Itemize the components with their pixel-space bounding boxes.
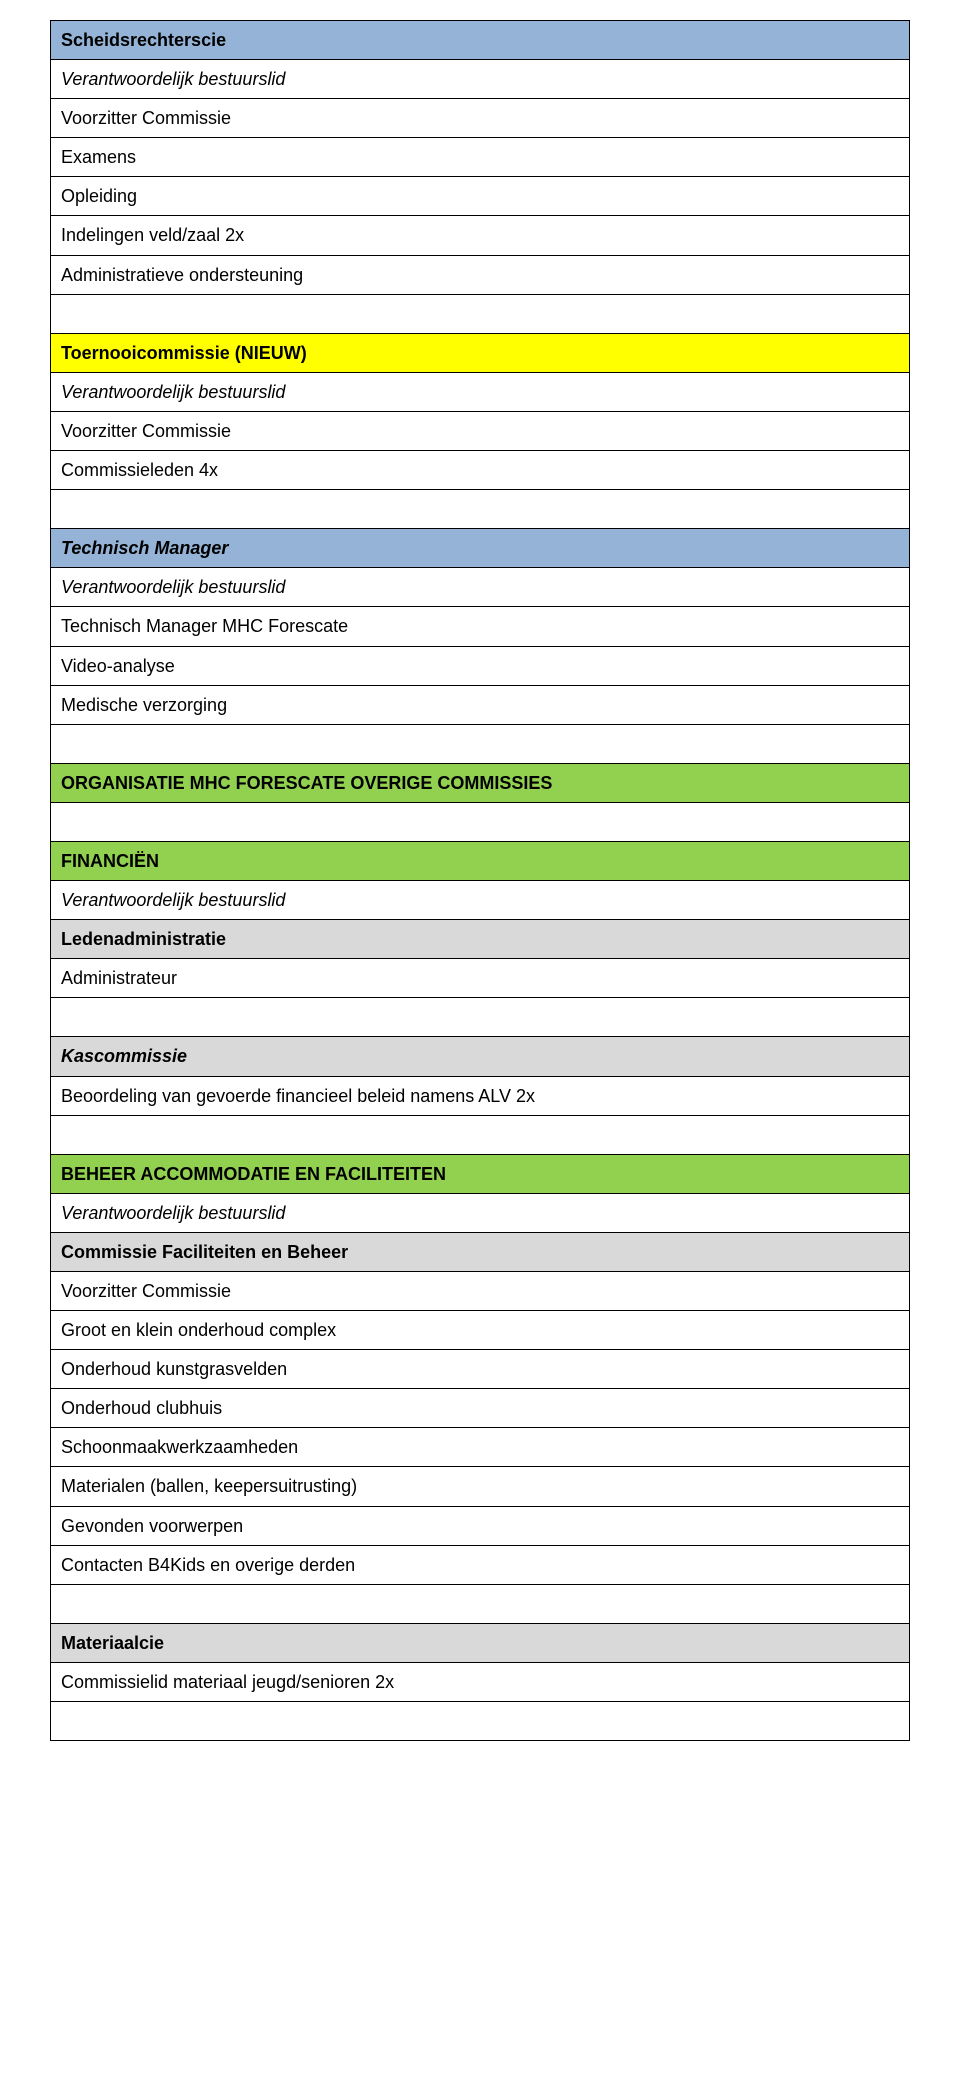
table-cell <box>51 998 910 1037</box>
table-cell: Indelingen veld/zaal 2x <box>51 216 910 255</box>
table-cell: Ledenadministratie <box>51 920 910 959</box>
table-cell: Opleiding <box>51 177 910 216</box>
table-cell <box>51 490 910 529</box>
table-row: Administratieve ondersteuning <box>51 255 910 294</box>
table-cell: Gevonden voorwerpen <box>51 1506 910 1545</box>
table-cell: ORGANISATIE MHC FORESCATE OVERIGE COMMIS… <box>51 763 910 802</box>
table-row: Technisch Manager <box>51 529 910 568</box>
table-cell: BEHEER ACCOMMODATIE EN FACILITEITEN <box>51 1154 910 1193</box>
table-row: Kascommissie <box>51 1037 910 1076</box>
table-cell: Verantwoordelijk bestuurslid <box>51 1193 910 1232</box>
table-row <box>51 724 910 763</box>
table-cell: Administratieve ondersteuning <box>51 255 910 294</box>
table-cell: Kascommissie <box>51 1037 910 1076</box>
table-cell: Verantwoordelijk bestuurslid <box>51 372 910 411</box>
table-cell: Administrateur <box>51 959 910 998</box>
table-row: Groot en klein onderhoud complex <box>51 1311 910 1350</box>
table-cell: Onderhoud clubhuis <box>51 1389 910 1428</box>
table-cell: Technisch Manager <box>51 529 910 568</box>
table-row <box>51 998 910 1037</box>
table-cell: Verantwoordelijk bestuurslid <box>51 60 910 99</box>
table-row: Voorzitter Commissie <box>51 99 910 138</box>
table-cell <box>51 1702 910 1741</box>
table-row: Commissieleden 4x <box>51 451 910 490</box>
table-cell: Voorzitter Commissie <box>51 99 910 138</box>
table-cell: Groot en klein onderhoud complex <box>51 1311 910 1350</box>
table-cell: Commissie Faciliteiten en Beheer <box>51 1232 910 1271</box>
table-cell: Materialen (ballen, keepersuitrusting) <box>51 1467 910 1506</box>
table-cell: Video-analyse <box>51 646 910 685</box>
table-row: FINANCIËN <box>51 841 910 880</box>
table-cell: FINANCIËN <box>51 841 910 880</box>
table-row: Materialen (ballen, keepersuitrusting) <box>51 1467 910 1506</box>
table-row: Administrateur <box>51 959 910 998</box>
table-row <box>51 294 910 333</box>
table-cell: Beoordeling van gevoerde financieel bele… <box>51 1076 910 1115</box>
table-row: Voorzitter Commissie <box>51 1272 910 1311</box>
table-row: Contacten B4Kids en overige derden <box>51 1545 910 1584</box>
table-row: Examens <box>51 138 910 177</box>
table-cell: Technisch Manager MHC Forescate <box>51 607 910 646</box>
table-row: Materiaalcie <box>51 1623 910 1662</box>
table-cell: Commissielid materiaal jeugd/senioren 2x <box>51 1662 910 1701</box>
table-cell: Schoonmaakwerkzaamheden <box>51 1428 910 1467</box>
table-row: ORGANISATIE MHC FORESCATE OVERIGE COMMIS… <box>51 763 910 802</box>
table-cell: Voorzitter Commissie <box>51 411 910 450</box>
document-tbody: ScheidsrechterscieVerantwoordelijk bestu… <box>51 21 910 1741</box>
table-row: Ledenadministratie <box>51 920 910 959</box>
table-cell <box>51 1584 910 1623</box>
table-cell: Onderhoud kunstgrasvelden <box>51 1350 910 1389</box>
table-row: Scheidsrechterscie <box>51 21 910 60</box>
table-row: Indelingen veld/zaal 2x <box>51 216 910 255</box>
table-cell: Contacten B4Kids en overige derden <box>51 1545 910 1584</box>
table-cell: Scheidsrechterscie <box>51 21 910 60</box>
table-cell <box>51 294 910 333</box>
table-row: BEHEER ACCOMMODATIE EN FACILITEITEN <box>51 1154 910 1193</box>
table-row <box>51 1702 910 1741</box>
table-row: Commissie Faciliteiten en Beheer <box>51 1232 910 1271</box>
table-row: Beoordeling van gevoerde financieel bele… <box>51 1076 910 1115</box>
table-row: Verantwoordelijk bestuurslid <box>51 881 910 920</box>
table-row <box>51 802 910 841</box>
table-cell: Toernooicommissie (NIEUW) <box>51 333 910 372</box>
table-row: Verantwoordelijk bestuurslid <box>51 60 910 99</box>
table-row: Onderhoud clubhuis <box>51 1389 910 1428</box>
table-row: Verantwoordelijk bestuurslid <box>51 568 910 607</box>
table-row: Gevonden voorwerpen <box>51 1506 910 1545</box>
table-row: Schoonmaakwerkzaamheden <box>51 1428 910 1467</box>
table-cell: Voorzitter Commissie <box>51 1272 910 1311</box>
table-row: Toernooicommissie (NIEUW) <box>51 333 910 372</box>
table-row: Voorzitter Commissie <box>51 411 910 450</box>
table-row: Commissielid materiaal jeugd/senioren 2x <box>51 1662 910 1701</box>
table-cell: Commissieleden 4x <box>51 451 910 490</box>
table-row <box>51 1115 910 1154</box>
table-row <box>51 490 910 529</box>
table-cell: Materiaalcie <box>51 1623 910 1662</box>
table-cell: Verantwoordelijk bestuurslid <box>51 568 910 607</box>
table-row: Onderhoud kunstgrasvelden <box>51 1350 910 1389</box>
table-row: Opleiding <box>51 177 910 216</box>
document-table: ScheidsrechterscieVerantwoordelijk bestu… <box>50 20 910 1741</box>
table-row: Medische verzorging <box>51 685 910 724</box>
table-row: Verantwoordelijk bestuurslid <box>51 1193 910 1232</box>
table-row <box>51 1584 910 1623</box>
table-cell: Verantwoordelijk bestuurslid <box>51 881 910 920</box>
page: ScheidsrechterscieVerantwoordelijk bestu… <box>0 0 960 1781</box>
table-cell <box>51 1115 910 1154</box>
table-row: Video-analyse <box>51 646 910 685</box>
table-cell: Medische verzorging <box>51 685 910 724</box>
table-cell <box>51 724 910 763</box>
table-cell <box>51 802 910 841</box>
table-row: Verantwoordelijk bestuurslid <box>51 372 910 411</box>
table-row: Technisch Manager MHC Forescate <box>51 607 910 646</box>
table-cell: Examens <box>51 138 910 177</box>
